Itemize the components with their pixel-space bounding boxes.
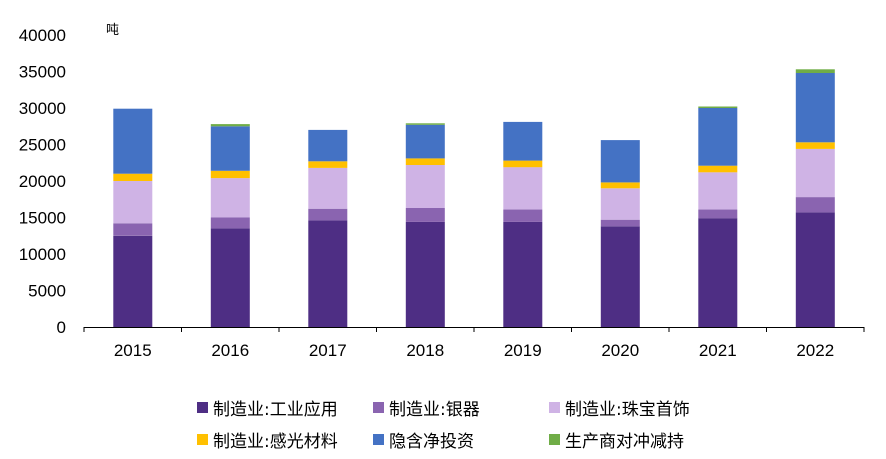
legend-swatch [373,433,384,445]
bar-segment-2017-series-2 [308,167,348,209]
bar-segment-2018-series-2 [405,164,445,208]
bar-segment-2018-series-4 [405,124,445,159]
y-tick-label: 0 [57,318,66,337]
bar-segment-2017-series-0 [308,220,348,327]
y-axis-unit-label: 吨 [106,23,119,38]
bar-segment-2022-series-4 [795,73,835,143]
bar-segment-2016-series-5 [210,124,250,127]
legend-swatch [197,401,208,413]
bar-segment-2021-series-4 [698,108,738,166]
legend-item-0: 制造业:工业应用 [197,394,338,420]
y-tick-label: 30000 [19,99,66,118]
bar-segment-2015-series-0 [113,235,153,328]
bar-segment-2019-series-4 [503,121,543,161]
legend-item-3: 制造业:感光材料 [197,426,338,452]
legend-label: 隐含净投资 [389,431,474,452]
bar-segment-2016-series-0 [210,228,250,327]
bar-stack-2022 [795,69,835,327]
bar-segment-2021-series-5 [698,106,738,108]
bar-segment-2015-series-2 [113,181,153,224]
bar-segment-2016-series-3 [210,170,250,179]
bar-stack-2016 [210,124,250,327]
bar-segment-2019-series-0 [503,221,543,327]
bar-segment-2019-series-1 [503,209,543,222]
bar-segment-2021-series-0 [698,218,738,327]
legend-swatch [197,433,208,445]
bar-segment-2022-series-1 [795,197,835,213]
legend-item-4: 隐含净投资 [373,426,474,452]
y-tick-label: 40000 [19,26,66,45]
bar-segment-2022-series-3 [795,142,835,149]
bar-segment-2017-series-3 [308,161,348,168]
bar-stack-2015 [113,108,153,328]
bar-segment-2018-series-3 [405,158,445,165]
legend-swatch [373,401,384,413]
y-axis-ticks: 0 5000 10000 15000 20000 25000 30000 35000 40000 [19,26,66,337]
bar-segment-2022-series-2 [795,148,835,198]
bar-segment-2019-series-3 [503,160,543,168]
bar-stack-2018 [405,123,445,327]
x-tick-label-2017: 2017 [309,341,347,360]
legend-label: 制造业:银器 [389,399,480,420]
bar-stacks [113,69,835,328]
y-tick-label: 15000 [19,209,66,228]
legend-label: 制造业:感光材料 [213,431,338,452]
legend-swatch [549,433,560,445]
bar-segment-2018-series-5 [405,123,445,125]
bar-segment-2022-series-5 [795,69,835,73]
legend-label: 制造业:珠宝首饰 [565,399,690,420]
x-tick-label-2016: 2016 [211,341,249,360]
legend-item-5: 生产商对冲减持 [549,426,684,452]
x-tick-label-2015: 2015 [114,341,152,360]
bar-segment-2018-series-1 [405,208,445,222]
bar-segment-2017-series-1 [308,208,348,221]
x-tick-label-2019: 2019 [504,341,542,360]
bar-segment-2015-series-3 [113,173,153,181]
y-tick-label: 20000 [19,172,66,191]
bar-segment-2020-series-2 [600,188,640,220]
stacked-bar-chart: 0 5000 10000 15000 20000 25000 30000 35000 40000… [19,23,865,360]
y-tick-label: 10000 [19,245,66,264]
bar-segment-2021-series-3 [698,165,738,173]
x-tick-label-2022: 2022 [796,341,834,360]
bar-segment-2020-series-3 [600,182,640,189]
y-tick-label: 5000 [28,282,66,301]
bar-segment-2016-series-1 [210,217,250,229]
bar-segment-2020-series-1 [600,219,640,227]
bar-segment-2017-series-4 [308,129,348,162]
legend-swatch [549,401,560,413]
bar-stack-2020 [600,140,640,327]
bar-segment-2015-series-4 [113,108,153,174]
bar-segment-2016-series-4 [210,126,250,171]
bar-segment-2019-series-2 [503,167,543,210]
legend-label: 生产商对冲减持 [565,431,684,452]
chart-legend: 制造业:工业应用 制造业:银器 制造业:珠宝首饰制造业:感光材料 隐含净投资 生产商对冲… [197,392,757,454]
legend-item-2: 制造业:珠宝首饰 [549,394,690,420]
bar-stack-2017 [308,129,348,327]
bar-segment-2018-series-0 [405,221,445,327]
x-axis-ticks: 2015 2016 2017 2018 2019 2020 2021 2022 [83,327,865,360]
bar-segment-2020-series-4 [600,140,640,183]
bar-segment-2016-series-2 [210,178,250,218]
bar-segment-2022-series-0 [795,212,835,327]
y-tick-label: 25000 [19,136,66,155]
bar-segment-2021-series-1 [698,209,738,219]
x-tick-label-2020: 2020 [601,341,639,360]
legend-item-1: 制造业:银器 [373,394,480,420]
legend-label: 制造业:工业应用 [213,399,338,420]
bar-stack-2019 [503,121,543,327]
bar-stack-2021 [698,106,738,327]
y-tick-label: 35000 [19,63,66,82]
bar-segment-2020-series-0 [600,226,640,327]
x-tick-label-2021: 2021 [699,341,737,360]
x-tick-label-2018: 2018 [406,341,444,360]
bar-segment-2015-series-1 [113,223,153,236]
bar-segment-2021-series-2 [698,172,738,210]
